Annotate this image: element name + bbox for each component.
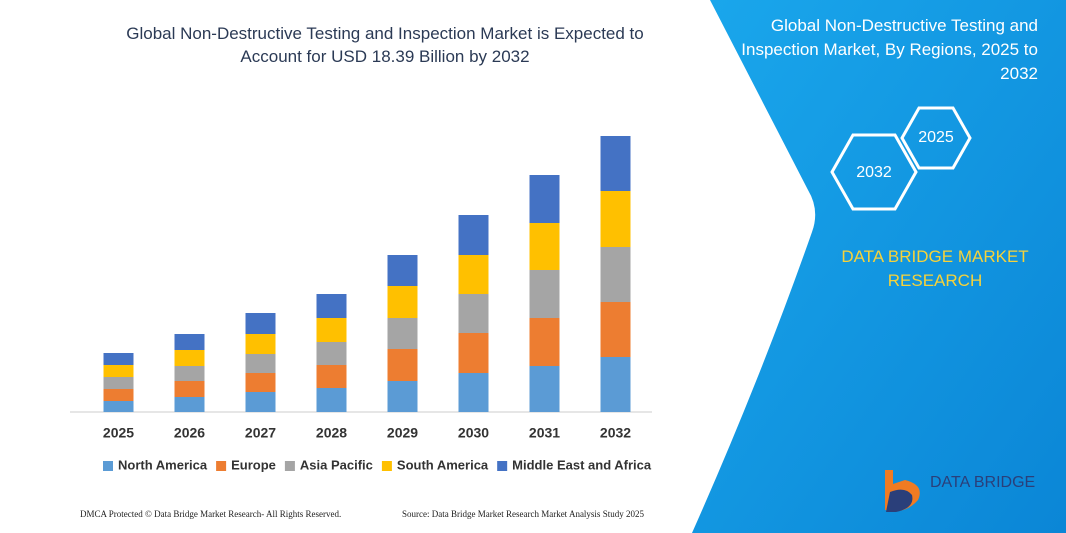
bar-segment xyxy=(245,334,276,354)
bar-segment xyxy=(600,357,631,412)
legend-label: North America xyxy=(118,457,208,472)
hex-label: 2032 xyxy=(856,164,892,181)
bar-segment xyxy=(387,349,418,381)
bar-segment xyxy=(600,247,631,302)
hexagon xyxy=(830,133,918,211)
bar-segment xyxy=(458,215,489,255)
bar-segment xyxy=(458,255,489,294)
bar-segment xyxy=(529,318,560,366)
legend-label: Europe xyxy=(231,457,276,472)
legend-label: Middle East and Africa xyxy=(512,457,652,472)
x-tick-label: 2030 xyxy=(458,425,489,441)
chart-title: Global Non-Destructive Testing and Inspe… xyxy=(126,24,644,66)
bar-segment xyxy=(387,318,418,349)
x-tick-label: 2031 xyxy=(529,425,560,441)
bar-segment xyxy=(600,302,631,357)
side-panel xyxy=(692,0,1066,533)
legend-label: Asia Pacific xyxy=(300,457,373,472)
legend-swatch xyxy=(284,461,295,471)
bar-segment xyxy=(529,223,560,270)
x-tick-label: 2025 xyxy=(103,425,134,441)
bar-segment xyxy=(245,313,276,334)
bar-segment xyxy=(103,353,134,365)
bar-segment xyxy=(245,354,276,373)
bar-segment xyxy=(529,270,560,318)
x-tick-label: 2032 xyxy=(600,425,631,441)
bar-segment xyxy=(174,397,205,412)
x-tick-label: 2027 xyxy=(245,425,276,441)
bar-segment xyxy=(103,377,134,389)
legend-swatch xyxy=(216,461,227,471)
bar-segment xyxy=(103,389,134,401)
bar-segment xyxy=(316,294,347,318)
bar-segment xyxy=(174,350,205,366)
brand-text: DATA BRIDGE MARKET RESEARCH xyxy=(841,247,1029,290)
hexagon xyxy=(900,106,972,170)
x-tick-label: 2029 xyxy=(387,425,418,441)
bar-segment xyxy=(103,401,134,412)
bar-segment xyxy=(458,373,489,412)
bar-segment xyxy=(387,381,418,412)
footer-dmca: DMCA Protected © Data Bridge Market Rese… xyxy=(80,509,342,519)
bar-segment xyxy=(316,342,347,365)
bar-segment xyxy=(245,373,276,392)
logo-text: DATA BRIDGE xyxy=(930,474,1036,491)
bar-segment xyxy=(103,365,134,377)
logo-mark xyxy=(886,489,913,512)
legend-swatch xyxy=(103,461,113,471)
bar-segment xyxy=(458,294,489,333)
bar-segment xyxy=(174,381,205,397)
bar-segment xyxy=(245,392,276,412)
bar-segment xyxy=(600,136,631,191)
bar-segment xyxy=(600,191,631,247)
hex-label: 2025 xyxy=(918,129,954,146)
bar-segment xyxy=(529,175,560,223)
bar-segment xyxy=(387,255,418,286)
bar-segment xyxy=(458,333,489,373)
panel-title: Global Non-Destructive Testing and Inspe… xyxy=(741,16,1038,83)
legend-label: South America xyxy=(397,457,489,472)
bar-segment xyxy=(387,286,418,318)
bar-segment xyxy=(316,365,347,388)
bar-segment xyxy=(174,334,205,350)
x-tick-label: 2028 xyxy=(316,425,347,441)
bar-segment xyxy=(316,318,347,342)
x-tick-label: 2026 xyxy=(174,425,205,441)
bar-segment xyxy=(529,366,560,412)
legend-swatch xyxy=(497,461,508,471)
bar-segment xyxy=(316,388,347,412)
bar-segment xyxy=(174,366,205,381)
footer-source: Source: Data Bridge Market Research Mark… xyxy=(402,509,644,519)
legend-swatch xyxy=(381,461,392,471)
